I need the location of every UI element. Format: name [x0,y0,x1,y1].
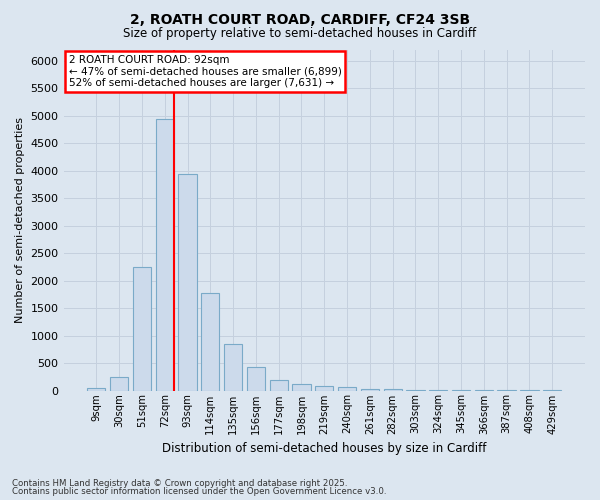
Bar [110,376,128,390]
Text: 2, ROATH COURT ROAD, CARDIFF, CF24 3SB: 2, ROATH COURT ROAD, CARDIFF, CF24 3SB [130,12,470,26]
Bar [269,380,288,390]
Text: Size of property relative to semi-detached houses in Cardiff: Size of property relative to semi-detach… [124,28,476,40]
Text: Contains HM Land Registry data © Crown copyright and database right 2025.: Contains HM Land Registry data © Crown c… [12,478,347,488]
Bar [224,344,242,391]
X-axis label: Distribution of semi-detached houses by size in Cardiff: Distribution of semi-detached houses by … [162,442,487,455]
Bar [133,267,151,390]
Bar [361,388,379,390]
Bar [87,388,106,390]
Bar [315,386,334,390]
Bar [201,293,220,390]
Bar [155,118,174,390]
Y-axis label: Number of semi-detached properties: Number of semi-detached properties [15,118,25,324]
Bar [247,368,265,390]
Bar [178,174,197,390]
Text: Contains public sector information licensed under the Open Government Licence v3: Contains public sector information licen… [12,487,386,496]
Bar [292,384,311,390]
Bar [338,387,356,390]
Text: 2 ROATH COURT ROAD: 92sqm
← 47% of semi-detached houses are smaller (6,899)
52% : 2 ROATH COURT ROAD: 92sqm ← 47% of semi-… [69,55,341,88]
